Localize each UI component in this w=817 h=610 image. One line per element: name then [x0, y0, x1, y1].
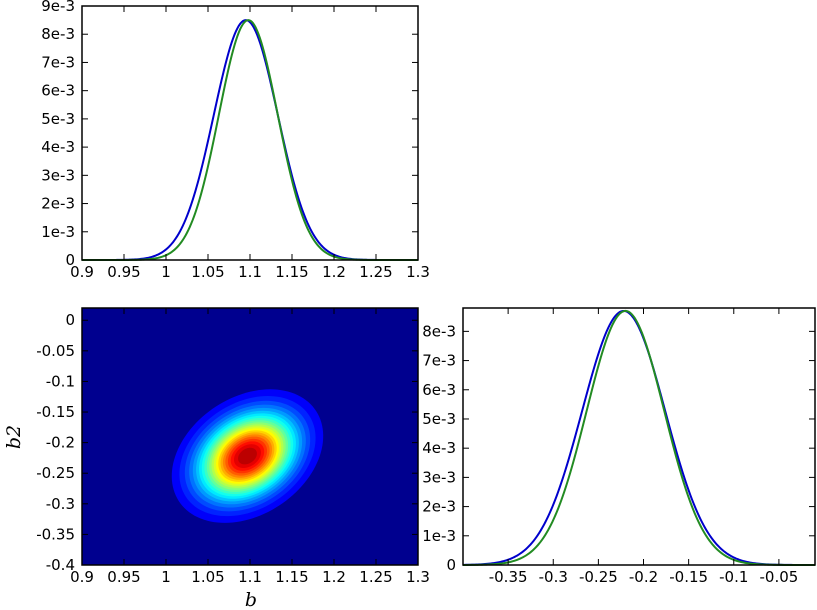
- marginal-b2-plot-area: [462, 309, 815, 566]
- marginal-b2-ytick-label: 8e-3: [422, 322, 456, 340]
- heatmap-xtick-label: 1.2: [322, 568, 346, 586]
- heatmap-xtick-label: 1.05: [191, 568, 224, 586]
- marginal-b2-ytick-label: 4e-3: [422, 439, 456, 457]
- heatmap-ytick-label: -0.05: [36, 342, 75, 360]
- marginal-b-plot-area: [82, 19, 418, 261]
- marginal-b-ytick-label: 2e-3: [41, 195, 75, 213]
- marginal-b-xtick-label: 1.3: [406, 263, 430, 281]
- marginal-b-ytick-label: 3e-3: [41, 166, 75, 184]
- heatmap-xtick-label: 1.1: [238, 568, 262, 586]
- marginal-b2-xtick-label: -0.05: [759, 568, 798, 586]
- heatmap-ticks: 0.9 0.95 1 1.05 1.1 1.15 1.2 1.25 1.3 0 -0.05 -0.1 -…: [36, 308, 430, 586]
- marginal-b-ytick-label: 1e-3: [41, 223, 75, 241]
- heatmap-contour-level: [238, 447, 257, 465]
- x-axis-label: b: [245, 589, 257, 610]
- heatmap-ytick-label: -0.35: [36, 525, 75, 543]
- heatmap-xtick-label: 0.95: [107, 568, 140, 586]
- marginal-b-xtick-label: 1.1: [238, 263, 262, 281]
- marginal-b-series-line: [82, 19, 418, 261]
- marginal-b-panel: 0.9 0.95 1 1.05 1.1 1.15 1.2 1.25 1.3 0 1e-3 2e-3 3e…: [41, 0, 430, 281]
- marginal-b2-ytick-label: 6e-3: [422, 381, 456, 399]
- marginal-b2-ytick-label: 3e-3: [422, 468, 456, 486]
- marginal-b-xtick-label: 1.2: [322, 263, 346, 281]
- heatmap-xtick-label: 1: [161, 568, 171, 586]
- heatmap-ytick-label: -0.3: [46, 495, 75, 513]
- heatmap-ytick-label: -0.15: [36, 403, 75, 421]
- marginal-b-ytick-label: 9e-3: [41, 0, 75, 15]
- marginal-b2-xtick-label: -0.25: [579, 568, 618, 586]
- marginal-b2-frame: [462, 307, 816, 566]
- heatmap-frame: [81, 307, 419, 566]
- joint-heatmap-panel: 0.9 0.95 1 1.05 1.1 1.15 1.2 1.25 1.3 0 -0.05 -0.1 -…: [3, 307, 430, 610]
- marginal-b2-ytick-label: 1e-3: [422, 527, 456, 545]
- heatmap-ytick-label: -0.25: [36, 464, 75, 482]
- marginal-b-frame: [81, 5, 419, 261]
- marginal-b2-ytick-label: 7e-3: [422, 352, 456, 370]
- heatmap-contours: [171, 389, 324, 523]
- marginal-b2-ytick-label: 0: [446, 556, 456, 574]
- heatmap-xtick-label: 1.3: [406, 568, 430, 586]
- heatmap-xtick-label: 0.9: [70, 568, 94, 586]
- heatmap-xtick-label: 1.15: [275, 568, 308, 586]
- marginal-b-ytick-label: 8e-3: [41, 25, 75, 43]
- marginal-b-ticks: 0.9 0.95 1 1.05 1.1 1.15 1.2 1.25 1.3 0 1e-3 2e-3 3e…: [41, 0, 430, 281]
- marginal-b-ytick-label: 6e-3: [41, 82, 75, 100]
- marginal-b-xtick-label: 1: [161, 263, 171, 281]
- heatmap-xtick-label: 1.25: [359, 568, 392, 586]
- marginal-b-ytick-label: 7e-3: [41, 53, 75, 71]
- marginal-b2-xtick-label: -0.15: [669, 568, 708, 586]
- marginal-b-ytick-label: 4e-3: [41, 138, 75, 156]
- marginal-b2-xtick-label: -0.35: [489, 568, 528, 586]
- heatmap-ytick-label: -0.4: [46, 556, 75, 574]
- marginal-b-xtick-label: 1.25: [359, 263, 392, 281]
- heatmap-ytick-label: -0.2: [46, 434, 75, 452]
- marginal-b-xtick-label: 1.05: [191, 263, 224, 281]
- marginal-b-series-line: [82, 19, 418, 261]
- y-axis-label: b2: [3, 425, 25, 449]
- heatmap-ytick-label: -0.1: [46, 372, 75, 390]
- marginal-b-xtick-label: 0.9: [70, 263, 94, 281]
- marginal-b-xtick-label: 0.95: [107, 263, 140, 281]
- marginal-b2-panel: -0.35 -0.3 -0.25 -0.2 -0.15 -0.1 -0.05 0 1e-3 2e-…: [422, 307, 816, 586]
- marginal-b2-ytick-label: 2e-3: [422, 498, 456, 516]
- marginal-b-xtick-label: 1.15: [275, 263, 308, 281]
- marginal-b-ytick-label: 5e-3: [41, 110, 75, 128]
- marginal-b-ytick-label: 0: [65, 251, 75, 269]
- marginal-b2-ytick-label: 5e-3: [422, 410, 456, 428]
- marginal-b2-xtick-label: -0.1: [719, 568, 748, 586]
- marginal-b2-series-line: [462, 309, 815, 566]
- marginal-b2-xtick-label: -0.3: [539, 568, 568, 586]
- heatmap-ytick-label: 0: [65, 311, 75, 329]
- marginal-b2-ticks: -0.35 -0.3 -0.25 -0.2 -0.15 -0.1 -0.05 0 1e-3 2e-…: [422, 308, 815, 586]
- marginal-b2-series-line: [462, 309, 815, 566]
- marginal-b2-xtick-label: -0.2: [629, 568, 658, 586]
